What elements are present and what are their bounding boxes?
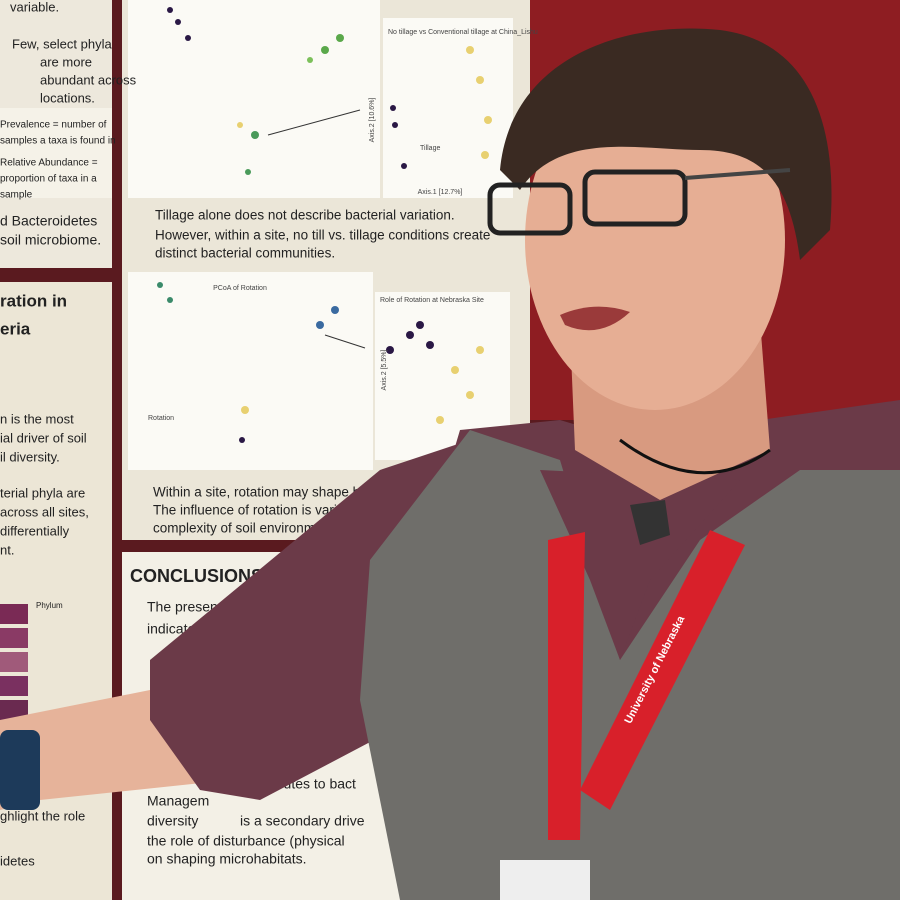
- pcoa-plot: [128, 0, 380, 198]
- poster-text: locations.: [40, 90, 95, 105]
- poster-text: ghlight the role: [0, 808, 85, 823]
- connector: [267, 109, 361, 136]
- conclusion-text: on shaping microhabitats.: [147, 851, 307, 867]
- figure-title: No tillage vs Conventional tillage at Ch…: [388, 29, 538, 36]
- pcoa-plot: [128, 272, 373, 470]
- conclusion-text: The presen: [147, 599, 218, 615]
- bullet: distinct bacterial communities.: [155, 246, 335, 261]
- poster-text: samples a taxa is found in: [0, 136, 116, 147]
- poster-text: n is the most: [0, 411, 74, 426]
- definition-box: [0, 108, 112, 198]
- watch: [0, 730, 40, 810]
- hair: [500, 28, 832, 260]
- collar-v: [540, 470, 740, 660]
- bullet: Within a site, rotation may shape bacter…: [153, 485, 393, 500]
- poster-text: terial phyla are: [0, 485, 85, 500]
- bullet: However, within a site, no till vs. till…: [155, 228, 490, 243]
- pendant: [630, 500, 670, 545]
- glasses: [582, 169, 688, 227]
- scatter-dots: [157, 7, 492, 443]
- bullet: The influence of rotation is variable, l: [153, 503, 373, 518]
- poster-text: Prevalence = number of: [0, 120, 107, 131]
- poster-text: are more: [40, 54, 92, 69]
- poster-text: Few, select phyla: [12, 36, 112, 51]
- poster-text: sample: [0, 190, 33, 201]
- poster-text: nt.: [0, 542, 14, 557]
- bullet: Tillage alone does not describe bacteria…: [155, 208, 455, 223]
- necklace: [619, 438, 771, 475]
- person: [0, 28, 900, 900]
- legend-title: Tillage: [420, 145, 440, 152]
- lanyard: [580, 530, 745, 810]
- connector: [324, 334, 366, 349]
- poster-text: abundant across: [40, 72, 137, 87]
- poster-text: across all sites,: [0, 504, 89, 519]
- poster-text: il diversity.: [0, 449, 60, 464]
- poster-heading: ration in: [0, 291, 67, 310]
- poster-text: differentially: [0, 523, 70, 538]
- conclusion-text: Managem: [147, 793, 209, 809]
- section-heading: CONCLUSIONS: [130, 566, 263, 586]
- phylum-swatches: [0, 604, 28, 720]
- lanyard: [548, 532, 585, 840]
- legend-title: Rotation: [148, 415, 174, 422]
- conclusion-text: diversity: [147, 813, 198, 829]
- poster-text: d Bacteroidetes: [0, 213, 97, 229]
- badge: [500, 860, 590, 900]
- poster-text: proportion of taxa in a: [0, 174, 97, 185]
- poster-text: soil microbiome.: [0, 232, 101, 248]
- poster-text: ial driver of soil: [0, 430, 87, 445]
- vest: [360, 430, 900, 900]
- figure-title: Role of Rotation at Nebraska Site: [380, 297, 484, 304]
- poster-text: variable.: [10, 0, 59, 14]
- poster-text: Relative Abundance =: [0, 158, 98, 169]
- axis-label: Axis.2 [10.6%]: [369, 98, 376, 143]
- glasses-arm: [684, 168, 791, 180]
- inset-plot: [383, 18, 513, 198]
- legend-title: Phylum: [36, 601, 63, 610]
- poster-text: idetes: [0, 853, 35, 868]
- axis-label: Axis.2 [5.5%]: [381, 350, 388, 391]
- glasses: [487, 182, 573, 236]
- poster-heading: eria: [0, 319, 31, 338]
- bullet: complexity of soil environments: [153, 521, 341, 536]
- conclusion-text: the role of disturbance (physical: [147, 833, 345, 849]
- mouth: [560, 306, 630, 331]
- axis-label: Axis.1 [12.7%]: [418, 189, 463, 196]
- conclusion-text: is a secondary drive: [240, 813, 365, 829]
- figure-title: PCoA of Rotation: [213, 285, 267, 292]
